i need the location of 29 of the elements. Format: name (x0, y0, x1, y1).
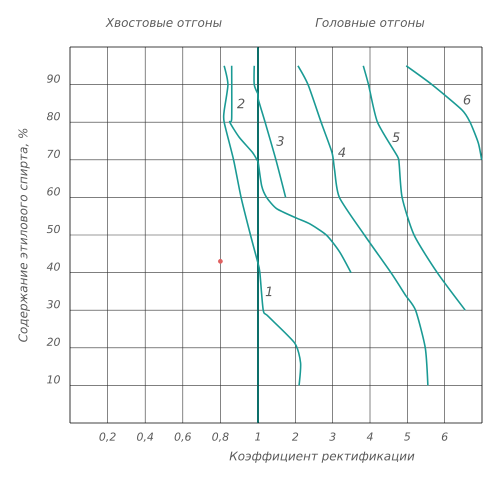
x-tick-label: 2 (292, 432, 298, 441)
y-tick-label: 20 (46, 338, 60, 346)
x-tick-label: 5 (404, 432, 410, 441)
x-tick-label: 0,4 (137, 432, 154, 442)
x-tick-label: 3 (329, 432, 336, 441)
y-axis-title: Содержание этилового спирта, % (18, 128, 30, 342)
series-label: 1 (266, 286, 272, 296)
y-tick-label: 40 (46, 262, 60, 271)
x-tick-label: 1 (255, 432, 260, 440)
y-tick-label: 30 (46, 300, 60, 308)
series-label: 2 (237, 98, 244, 108)
y-tick-label: 70 (48, 150, 60, 158)
x-tick-label: 0,6 (174, 432, 192, 442)
text: Головные отгоны (316, 18, 424, 27)
x-tick-label: 0,8 (212, 432, 229, 442)
y-tick-label: 50 (46, 224, 60, 234)
y-tick-label: 80 (46, 112, 60, 120)
series-label: 3 (276, 136, 284, 146)
series-label: 4 (338, 148, 346, 157)
y-tick-label: 60 (47, 187, 60, 196)
y-tick-label: 90 (47, 74, 60, 83)
y-tick-label: 10 (47, 375, 60, 384)
series-label: 5 (392, 132, 400, 142)
series-label: 6 (464, 94, 471, 105)
x-tick-label: 0,2 (99, 432, 116, 442)
text: Хвостовые отгоны (105, 18, 222, 27)
x-tick-label: 6 (442, 432, 448, 441)
x-tick-label: 4 (366, 432, 373, 440)
x-axis-title: Коэффициент ректификации (230, 452, 414, 463)
